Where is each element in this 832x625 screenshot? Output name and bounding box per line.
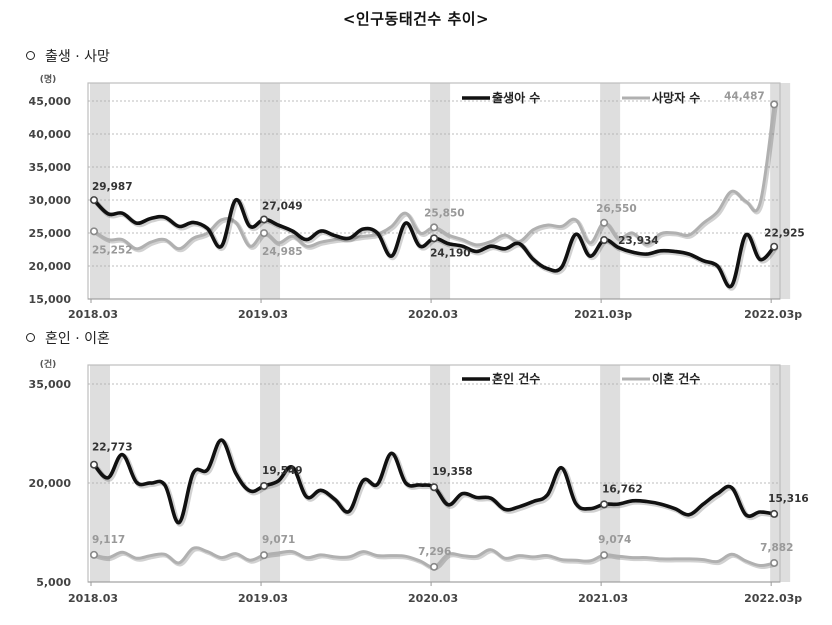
data-point-marker [260, 215, 269, 224]
data-label: 19,358 [432, 466, 473, 478]
deaths-series: 25,252 24,985 25,850 26,550 44,487 [90, 90, 779, 258]
chart-marriage-divorce: 5,000 20,000 35,000 (건) 2018.03 2019.03 2020.0… [29, 358, 809, 605]
y-tick-label: 20,000 [29, 260, 72, 273]
march-highlight-band [600, 365, 621, 582]
x-tick-label: 2021.03p [574, 308, 632, 321]
data-point-marker [770, 558, 779, 567]
march-highlight-band [90, 83, 110, 299]
data-point-marker [260, 481, 269, 490]
births-series: 29,987 27,049 24,190 23,934 22,925 [90, 181, 805, 291]
section-heading-birth-death: 출생 · 사망 [26, 46, 110, 66]
data-point-marker [600, 551, 609, 560]
y-tick-label: 35,000 [29, 378, 72, 391]
data-label: 22,773 [92, 442, 133, 454]
x-tick-label: 2020.03 [408, 308, 458, 321]
data-label: 9,117 [92, 534, 125, 546]
circle-bullet-icon [26, 50, 35, 60]
page-title: <인구동태건수 추이> [342, 10, 490, 28]
divorces-series: 9,117 9,071 7,296 9,074 7,882 [90, 534, 793, 571]
legend: 출생아 수 사망자 수 [462, 90, 700, 105]
data-point-marker [90, 227, 99, 236]
data-label: 7,882 [760, 542, 793, 554]
data-point-marker [770, 509, 779, 518]
data-label: 15,316 [768, 493, 809, 505]
data-label: 24,985 [262, 246, 303, 258]
data-label: 26,550 [596, 203, 637, 215]
data-point-marker [600, 500, 609, 509]
data-label: 27,049 [262, 200, 303, 212]
data-label: 16,762 [602, 483, 643, 495]
data-label: 22,925 [764, 228, 805, 240]
legend: 혼인 건수 이혼 건수 [462, 371, 700, 386]
data-point-marker [430, 562, 439, 571]
section-label: 출생 · 사망 [45, 49, 110, 65]
y-unit-label: (명) [40, 73, 57, 85]
marriages-series: 22,773 19,549 19,358 16,762 15,316 [90, 438, 809, 527]
x-tick-label: 2022.03p [744, 592, 802, 605]
data-label: 44,487 [724, 90, 765, 102]
x-tick-label: 2022.03p [744, 308, 802, 321]
data-label: 7,296 [418, 546, 451, 558]
y-tick-label: 40,000 [29, 128, 72, 141]
data-point-marker [430, 234, 439, 243]
data-point-marker [90, 550, 99, 559]
data-point-marker [430, 483, 439, 492]
y-unit-label: (건) [40, 358, 57, 370]
march-highlight-band [260, 83, 281, 299]
data-point-marker [600, 236, 609, 245]
data-point-marker [260, 551, 269, 560]
x-tick-label: 2021.03 [578, 592, 628, 605]
y-tick-label: 25,000 [29, 227, 72, 240]
data-point-marker [430, 223, 439, 232]
data-label: 9,071 [262, 534, 295, 546]
y-tick-label: 30,000 [29, 194, 72, 207]
data-point-marker [90, 460, 99, 469]
data-label: 24,190 [430, 247, 471, 259]
section-heading-marriage-divorce: 혼인 · 이혼 [26, 328, 110, 348]
x-tick-label: 2019.03 [238, 592, 288, 605]
data-label: 25,252 [92, 244, 133, 256]
y-tick-label: 15,000 [29, 293, 72, 306]
y-tick-label: 20,000 [29, 477, 72, 490]
legend-label: 혼인 건수 [492, 371, 540, 386]
y-tick-label: 5,000 [36, 576, 71, 589]
y-tick-label: 35,000 [29, 161, 72, 174]
data-point-marker [90, 196, 99, 205]
circle-bullet-icon [26, 332, 35, 342]
x-tick-label: 2019.03 [238, 308, 288, 321]
march-highlight-band [430, 365, 451, 582]
section-label: 혼인 · 이혼 [45, 331, 110, 347]
data-label: 19,549 [262, 465, 303, 477]
data-point-marker [770, 242, 779, 251]
legend-label: 이혼 건수 [652, 371, 700, 386]
data-point-marker [770, 100, 779, 109]
x-tick-label: 2018.03 [68, 592, 118, 605]
march-highlight-band [600, 83, 621, 299]
x-tick-label: 2020.03 [408, 592, 458, 605]
legend-label: 출생아 수 [492, 90, 540, 105]
data-label: 29,987 [92, 181, 133, 193]
march-highlight-band [430, 83, 451, 299]
chart-birth-death: 15,000 20,000 25,000 30,000 35,000 40,000 45,0… [29, 73, 805, 321]
legend-label: 사망자 수 [652, 90, 700, 105]
x-tick-label: 2018.03 [68, 308, 118, 321]
y-tick-label: 45,000 [29, 95, 72, 108]
data-label: 9,074 [598, 534, 631, 546]
data-label: 25,850 [424, 207, 465, 219]
march-highlight-band [260, 365, 281, 582]
data-point-marker [260, 229, 269, 238]
data-point-marker [600, 218, 609, 227]
data-label: 23,934 [618, 235, 659, 247]
